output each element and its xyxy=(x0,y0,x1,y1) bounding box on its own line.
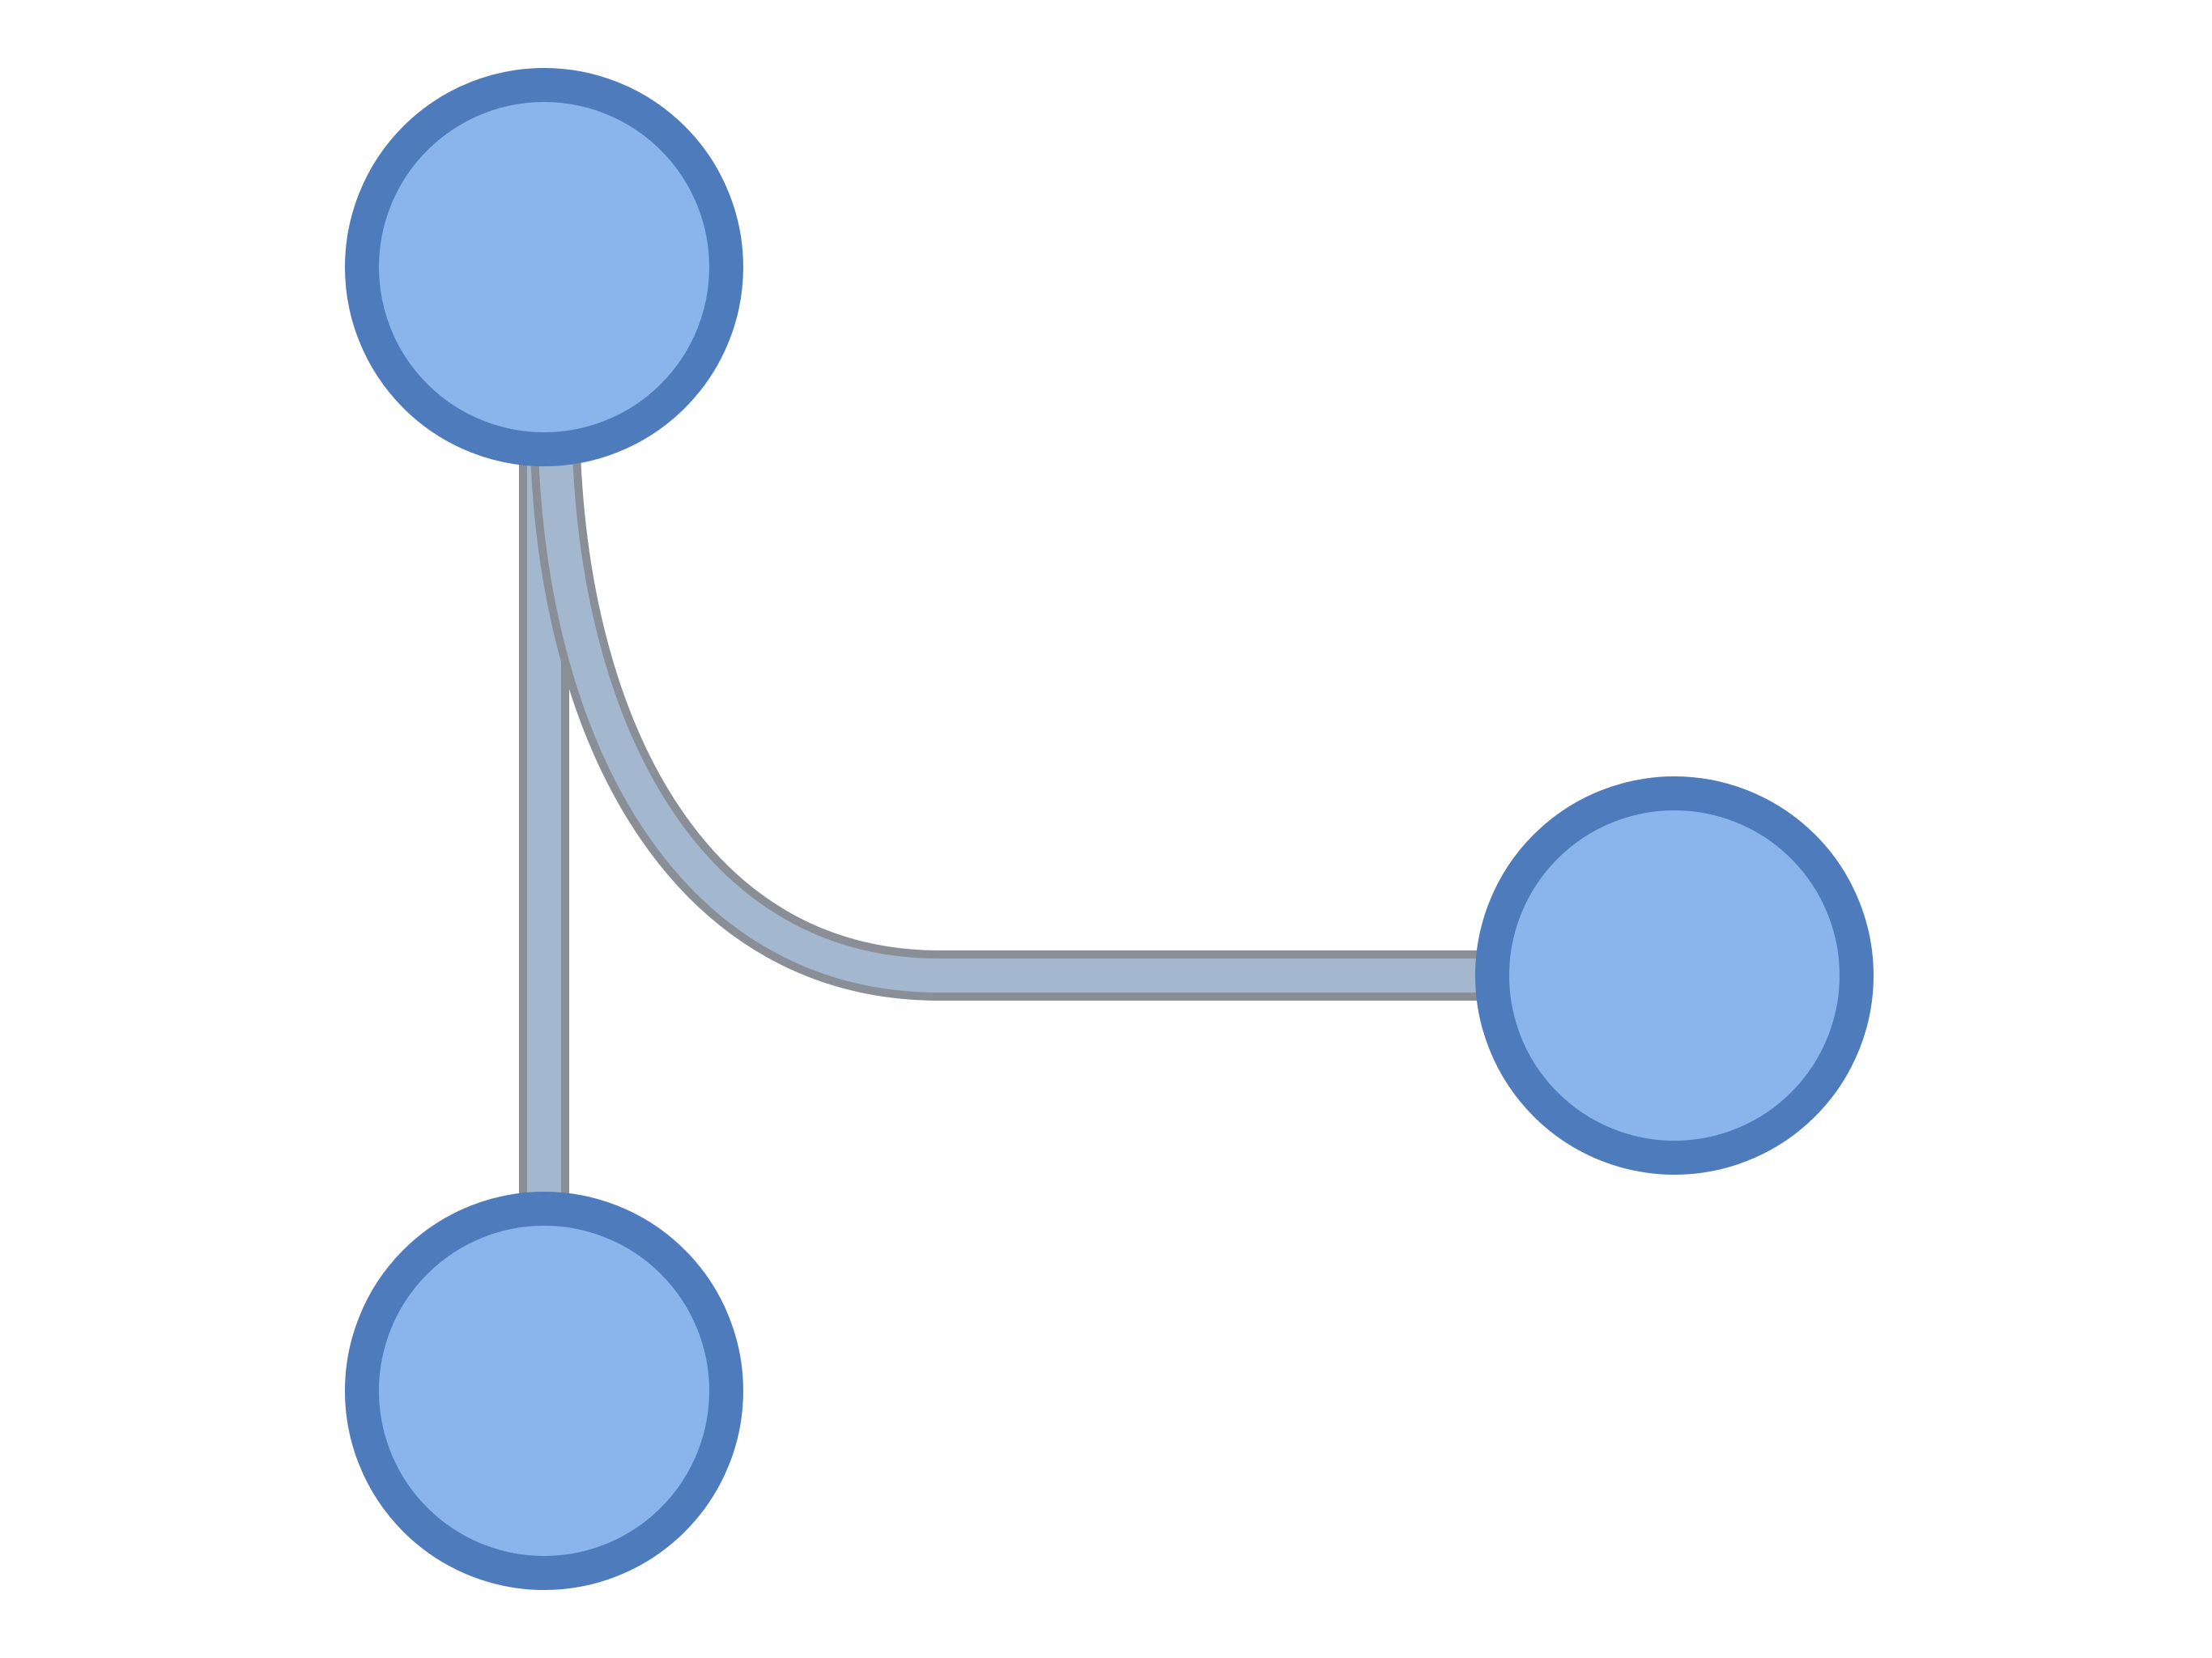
node-bottom[interactable] xyxy=(345,1192,743,1590)
edge-top-right xyxy=(538,453,1522,993)
node-top[interactable] xyxy=(345,68,743,466)
node-layer xyxy=(345,68,1874,1590)
node-right[interactable] xyxy=(1475,776,1874,1175)
